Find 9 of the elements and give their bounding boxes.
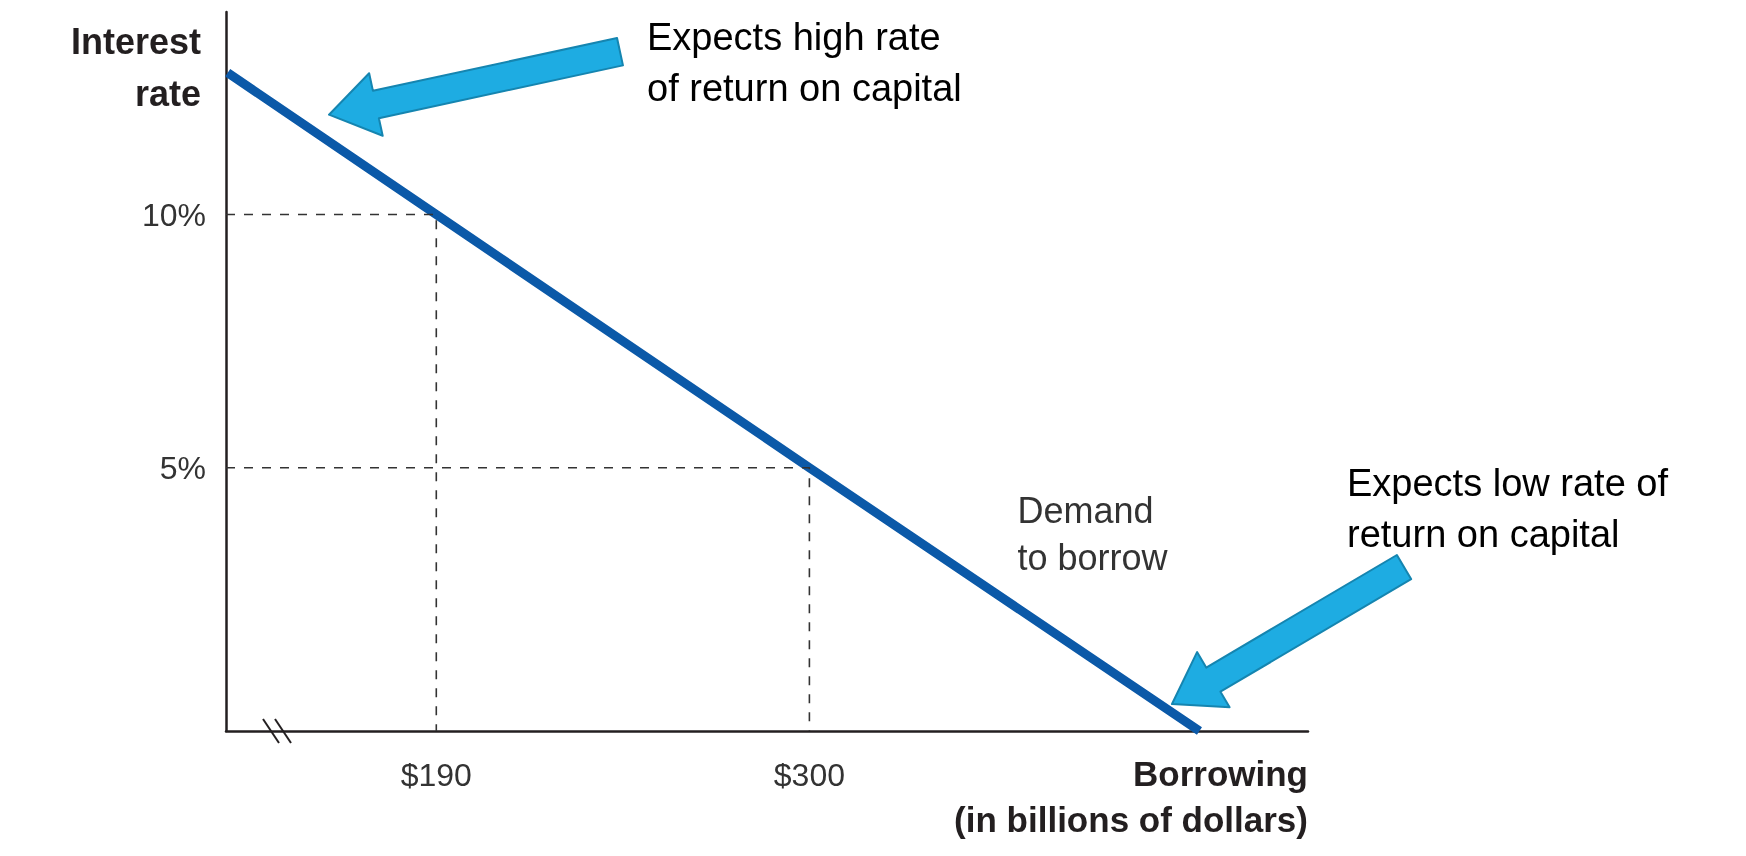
y-tick-label: 5%	[159, 449, 206, 486]
y-tick-label: 10%	[141, 196, 206, 233]
series-label: Demand to borrow	[1017, 488, 1169, 580]
y-axis-title: Interest rate	[69, 20, 201, 117]
text: Expects low rate of return on capital	[1347, 461, 1670, 558]
x-tick-label: $300	[773, 757, 845, 793]
x-tick-label: $190	[400, 757, 472, 793]
x-axis-title: Borrowing (in billions of dollars)	[954, 753, 1308, 841]
annotation: Expects high rate of return on capital	[647, 15, 963, 112]
